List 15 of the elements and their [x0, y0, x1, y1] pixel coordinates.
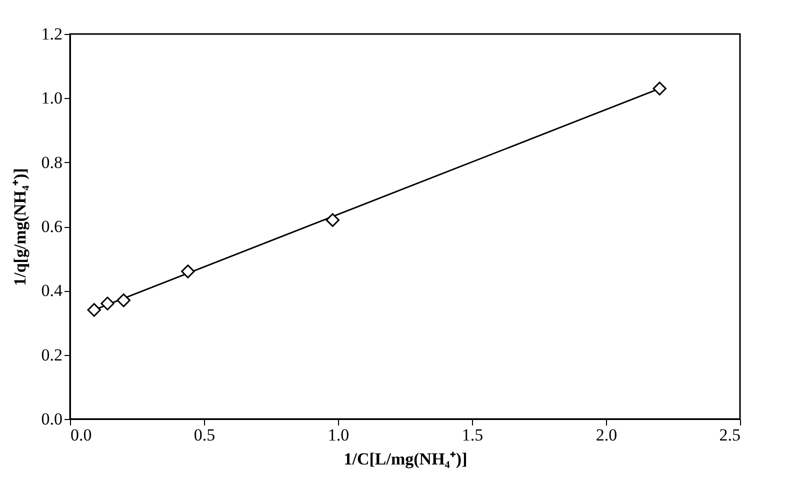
y-tick-label: 0.4	[41, 281, 63, 300]
x-tick-label: 1.0	[328, 426, 350, 444]
y-tick-label: 0.6	[41, 217, 62, 236]
x-tick-label: 2.0	[596, 426, 618, 444]
x-tick-label: 0.5	[194, 426, 216, 444]
x-tick-label: 1.5	[462, 426, 484, 444]
x-tick-label: 0.0	[70, 426, 92, 444]
y-tick-label: 0.0	[41, 410, 62, 428]
x-tick-label: 2.5	[719, 426, 740, 444]
y-tick-label: 1.0	[41, 88, 62, 108]
y-tick-label: 0.8	[41, 152, 62, 172]
y-axis-title: 1/q[g/mg(NH₄⁺)]	[10, 168, 30, 286]
x-axis-title: 1/C[L/mg(NH₄⁺)]	[344, 450, 468, 468]
y-tick-label: 0.2	[41, 345, 62, 364]
y-tick-label: 1.2	[41, 24, 62, 44]
